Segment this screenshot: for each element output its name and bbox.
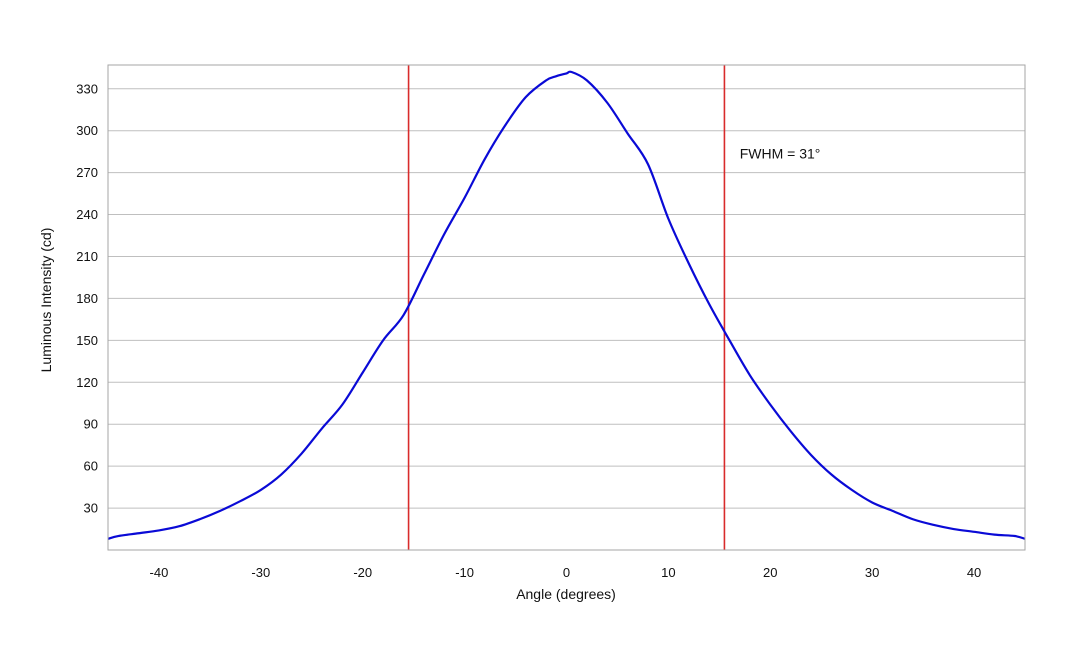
- x-tick-label: 30: [865, 565, 879, 580]
- y-tick-label: 270: [76, 165, 98, 180]
- y-tick-label: 90: [84, 417, 98, 432]
- y-tick-label: 330: [76, 81, 98, 96]
- y-tick-label: 120: [76, 375, 98, 390]
- x-tick-label: -40: [150, 565, 169, 580]
- x-tick-label: -20: [353, 565, 372, 580]
- plot-frame: [107, 64, 1026, 551]
- x-tick-label: 40: [967, 565, 981, 580]
- y-tick-label: 60: [84, 459, 98, 474]
- x-tick-label: 20: [763, 565, 777, 580]
- y-tick-label: 210: [76, 249, 98, 264]
- y-tick-label: 180: [76, 291, 98, 306]
- y-axis-title: Luminous Intensity (cd): [38, 228, 54, 373]
- x-tick-label: 10: [661, 565, 675, 580]
- x-axis-ticks: -40 -30 -20 -10 0 10 20 30 40: [150, 565, 982, 580]
- series-layer: [107, 70, 1026, 540]
- y-tick-label: 240: [76, 207, 98, 222]
- x-axis-title: Angle (degrees): [516, 586, 616, 602]
- y-axis-ticks: 30 60 90 120 150 180 210 240 270 300 330: [76, 81, 98, 515]
- fwhm-annotation: FWHM = 31°: [740, 146, 821, 162]
- y-tick-label: 150: [76, 333, 98, 348]
- grid: [108, 88, 1025, 509]
- x-tick-label: -10: [455, 565, 474, 580]
- x-tick-label: -30: [251, 565, 270, 580]
- annotations: FWHM = 31°: [740, 146, 821, 162]
- y-tick-label: 30: [84, 501, 98, 516]
- vertical-markers: [407, 65, 726, 550]
- intensity-curve: [107, 70, 1026, 540]
- x-tick-label: 0: [563, 565, 570, 580]
- y-tick-label: 300: [76, 123, 98, 138]
